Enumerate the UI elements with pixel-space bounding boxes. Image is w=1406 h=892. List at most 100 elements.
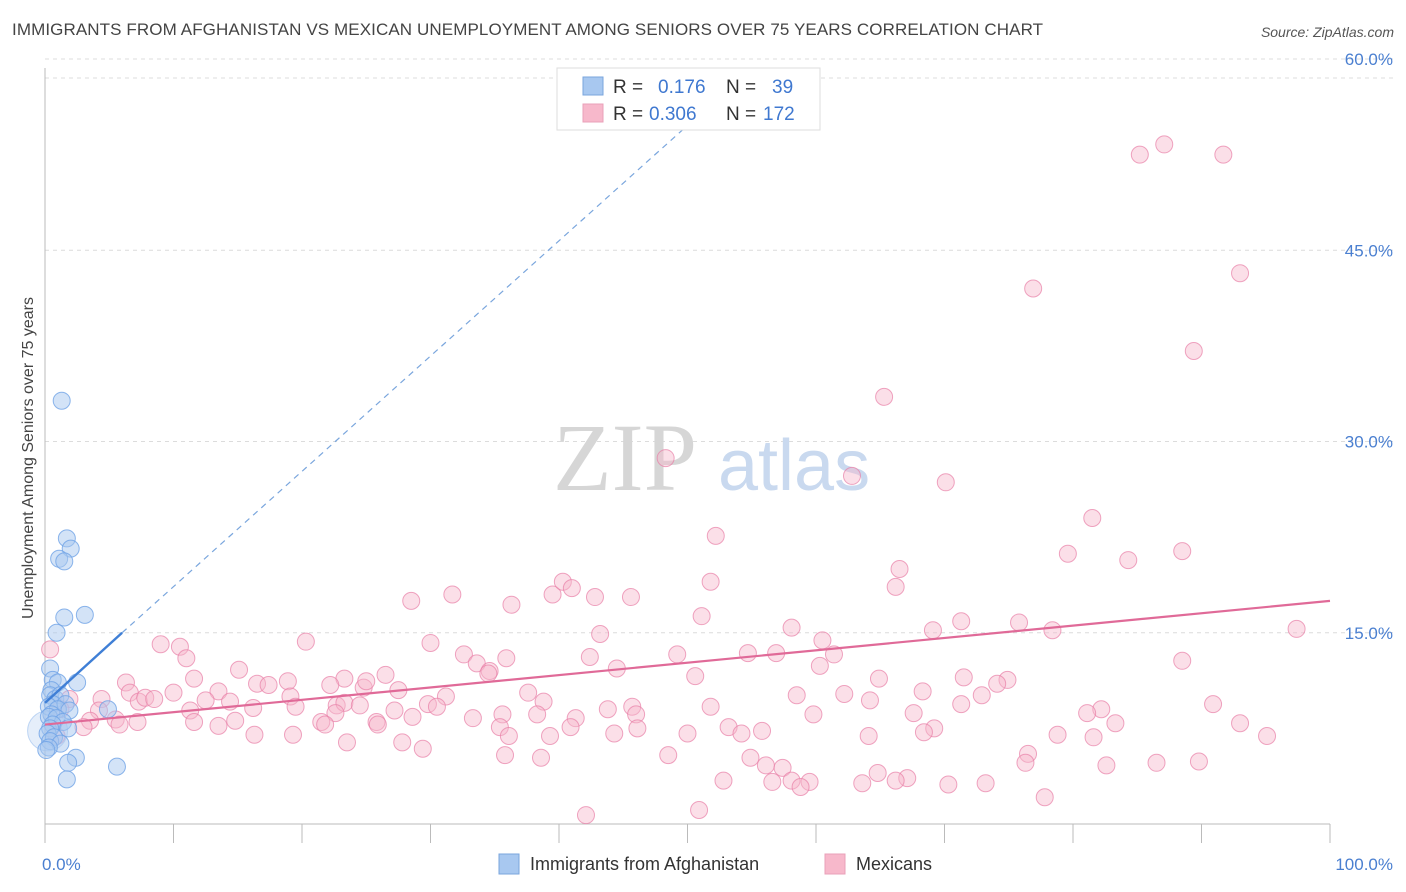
point-mexicans: [1010, 613, 1029, 632]
bottom-legend-swatch-afghanistan: [498, 853, 520, 875]
point-mexicans: [875, 387, 894, 406]
point-afghanistan: [57, 770, 76, 789]
point-mexicans: [177, 649, 196, 668]
point-mexicans: [952, 695, 971, 714]
point-mexicans: [170, 637, 189, 656]
legend-n-label: N =: [726, 77, 756, 98]
point-mexicans: [1078, 704, 1097, 723]
point-afghanistan: [59, 719, 78, 738]
legend-swatch-afghanistan: [582, 76, 604, 96]
point-mexicans: [886, 577, 905, 596]
point-mexicans: [436, 687, 455, 706]
point-mexicans: [773, 758, 792, 777]
point-mexicans: [952, 612, 971, 631]
legend-r-value: 0.306: [649, 104, 697, 125]
point-mexicans: [763, 772, 782, 791]
point-mexicans: [164, 683, 183, 702]
bottom-legend: Immigrants from Afghanistan Mexicans: [498, 853, 932, 875]
point-mexicans: [350, 696, 369, 715]
point-mexicans: [316, 715, 335, 734]
watermark-atlas: atlas: [718, 426, 870, 506]
legend-r-label: R =: [613, 104, 643, 125]
point-mexicans: [576, 806, 595, 825]
point-mexicans: [1024, 279, 1043, 298]
point-mexicans: [209, 716, 228, 735]
legend-n-label: N =: [726, 104, 756, 125]
axes: [44, 68, 1331, 843]
point-afghanistan: [75, 605, 94, 624]
point-mexicans: [810, 656, 829, 675]
legend-r-label: R =: [613, 77, 643, 98]
point-mexicans: [541, 727, 560, 746]
point-afghanistan: [37, 741, 56, 760]
x-tick-labels: 0.0% 100.0%: [42, 855, 1393, 874]
point-mexicans: [393, 733, 412, 752]
point-mexicans: [621, 588, 640, 607]
point-afghanistan: [107, 757, 126, 776]
bottom-legend-label-mexicans: Mexicans: [856, 854, 932, 874]
point-mexicans: [1231, 264, 1250, 283]
point-mexicans: [659, 746, 678, 765]
point-mexicans: [185, 713, 204, 731]
point-mexicans: [782, 618, 801, 637]
point-mexicans: [904, 704, 923, 723]
point-mexicans: [886, 771, 905, 790]
point-mexicans: [701, 572, 720, 591]
point-mexicans: [853, 774, 872, 793]
point-mexicans: [335, 693, 354, 712]
trend-lines: [44, 90, 1331, 726]
bottom-legend-swatch-mexicans: [824, 853, 846, 875]
point-mexicans: [972, 686, 991, 705]
point-mexicans: [753, 721, 772, 740]
point-mexicans: [196, 691, 215, 710]
point-mexicans: [244, 698, 263, 717]
series-mexicans: [41, 135, 1306, 825]
point-mexicans: [898, 769, 917, 788]
y-tick-labels: 15.0% 30.0% 45.0% 60.0%: [1345, 50, 1393, 643]
point-mexicans: [714, 771, 733, 790]
bottom-legend-label-afghanistan: Immigrants from Afghanistan: [530, 854, 759, 874]
point-mexicans: [278, 672, 297, 691]
point-mexicans: [1083, 509, 1102, 527]
point-mexicans: [376, 665, 395, 684]
point-mexicans: [860, 691, 879, 710]
point-mexicans: [913, 682, 932, 701]
point-mexicans: [497, 649, 516, 668]
x-tick-label: 100.0%: [1335, 855, 1393, 874]
point-mexicans: [1184, 341, 1203, 360]
point-mexicans: [321, 676, 340, 695]
point-mexicans: [1173, 542, 1192, 561]
legend-swatch-mexicans: [582, 103, 604, 123]
point-mexicans: [496, 746, 515, 765]
point-mexicans: [532, 748, 551, 767]
point-mexicans: [686, 667, 705, 686]
point-mexicans: [1119, 551, 1138, 570]
point-mexicans: [209, 682, 228, 701]
point-mexicans: [402, 591, 421, 610]
legend-n-value: 172: [763, 104, 795, 125]
point-mexicans: [357, 672, 376, 691]
point-mexicans: [800, 772, 819, 791]
point-mexicans: [842, 466, 861, 485]
point-mexicans: [185, 669, 204, 688]
point-mexicans: [1189, 752, 1208, 771]
point-mexicans: [296, 632, 315, 651]
point-mexicans: [585, 588, 604, 607]
trend-line-mexicans: [44, 599, 1331, 726]
point-mexicans: [936, 473, 955, 492]
point-mexicans: [782, 771, 801, 790]
point-mexicans: [859, 727, 878, 746]
point-mexicans: [580, 647, 599, 666]
point-mexicans: [284, 725, 303, 744]
point-mexicans: [553, 572, 572, 591]
point-mexicans: [732, 724, 751, 743]
point-mexicans: [230, 660, 249, 679]
point-mexicans: [706, 526, 725, 545]
y-tick-label: 60.0%: [1345, 50, 1393, 69]
trend-line-afghanistan: [44, 631, 123, 704]
y-tick-label: 30.0%: [1345, 433, 1393, 452]
legend: R = 0.176 N = 39 R = 0.306 N = 172: [556, 67, 821, 131]
point-mexicans: [791, 778, 810, 797]
point-mexicans: [421, 633, 440, 652]
point-mexicans: [479, 664, 498, 683]
